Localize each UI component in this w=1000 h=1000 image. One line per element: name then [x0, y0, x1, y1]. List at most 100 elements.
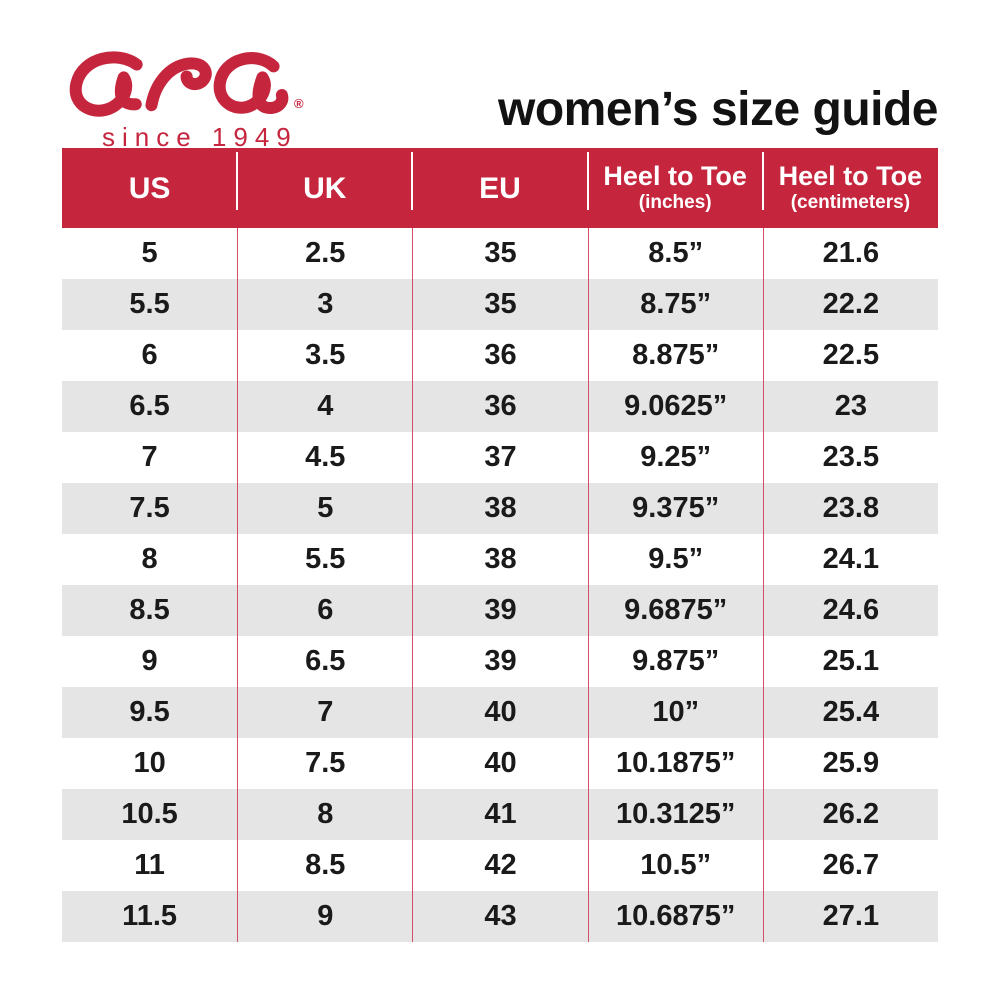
table-cell: 3.5	[237, 330, 412, 381]
column-label: Heel to Toe	[778, 160, 923, 191]
table-cell: 42	[412, 840, 587, 891]
table-cell: 7	[237, 687, 412, 738]
table-cell: 11	[134, 849, 165, 881]
table-cell: 10.3125”	[587, 789, 763, 840]
table-row: 6.5 4 36 9.0625” 23	[62, 381, 938, 432]
column-divider	[586, 152, 589, 210]
table-cell: 25.1	[762, 636, 938, 687]
table-cell: 8.5”	[587, 228, 763, 279]
table-cell: 6.5	[237, 636, 412, 687]
table-cell: 9.875”	[587, 636, 763, 687]
page-title: women’s size guide	[498, 83, 939, 136]
table-cell: 3	[237, 279, 412, 330]
table-cell: 11.5	[122, 900, 178, 932]
table-row: 10 7.5 40 10.1875” 25.9	[62, 738, 938, 789]
ara-script-logo-icon	[69, 51, 289, 117]
table-cell: 23.8	[762, 483, 938, 534]
table-cell: 41	[412, 789, 587, 840]
size-guide-table: US UK EU Heel to Toe (inches) Heel to Toe (cen…	[62, 148, 938, 942]
table-cell: 43	[412, 891, 587, 942]
table-cell: 6	[141, 339, 158, 371]
table-cell: 10.1875”	[587, 738, 763, 789]
table-cell: 9.5	[129, 696, 170, 728]
table-cell: 23.5	[762, 432, 938, 483]
table-cell: 10.6875”	[587, 891, 763, 942]
table-cell: 7.5	[129, 492, 170, 524]
table-cell: 9	[237, 891, 412, 942]
table-cell: 7.5	[237, 738, 412, 789]
table-cell: 10.5”	[587, 840, 763, 891]
table-cell: 36	[412, 381, 587, 432]
table-cell: 38	[412, 483, 587, 534]
table-cell: 10.5	[121, 798, 178, 830]
table-cell: 8.75”	[587, 279, 763, 330]
table-cell: 5.5	[129, 288, 170, 320]
table-cell: 39	[412, 636, 587, 687]
column-sublabel: (centimeters)	[790, 192, 911, 214]
table-row: 9 6.5 39 9.875” 25.1	[62, 636, 938, 687]
table-cell: 22.2	[762, 279, 938, 330]
table-cell: 27.1	[762, 891, 938, 942]
table-row: 5.5 3 35 8.75” 22.2	[62, 279, 938, 330]
table-cell: 5	[237, 483, 412, 534]
table-header-row: US UK EU Heel to Toe (inches) Heel to Toe (cen…	[62, 148, 938, 228]
column-header-heel-to-toe-inches: Heel to Toe (inches)	[586, 148, 763, 228]
table-cell: 9.5”	[587, 534, 763, 585]
column-divider	[236, 152, 239, 210]
table-row: 10.5 8 41 10.3125” 26.2	[62, 789, 938, 840]
column-header-eu: EU	[411, 148, 587, 228]
table-cell: 23	[762, 381, 938, 432]
table-cell: 22.5	[762, 330, 938, 381]
table-row: 9.5 7 40 10” 25.4	[62, 687, 938, 738]
table-row: 8 5.5 38 9.5” 24.1	[62, 534, 938, 585]
registered-trademark: ®	[294, 96, 304, 111]
table-cell: 10”	[587, 687, 763, 738]
table-row: 5 2.5 35 8.5” 21.6	[62, 228, 938, 279]
table-cell: 37	[412, 432, 587, 483]
table-cell: 26.7	[762, 840, 938, 891]
table-cell: 40	[412, 738, 587, 789]
table-cell: 40	[412, 687, 587, 738]
table-cell: 10	[133, 747, 166, 779]
table-row: 7.5 5 38 9.375” 23.8	[62, 483, 938, 534]
column-label: Heel to Toe	[603, 160, 747, 191]
table-row: 11.5 9 43 10.6875” 27.1	[62, 891, 938, 942]
table-cell: 21.6	[762, 228, 938, 279]
table-cell: 35	[412, 228, 587, 279]
table-cell: 5	[141, 237, 158, 269]
brand-logo: ® since 1949	[58, 46, 308, 153]
table-row: 8.5 6 39 9.6875” 24.6	[62, 585, 938, 636]
column-header-us: US	[62, 148, 237, 228]
column-label: EU	[479, 171, 521, 205]
table-cell: 4.5	[237, 432, 412, 483]
table-cell: 24.1	[762, 534, 938, 585]
table-cell: 8	[141, 543, 158, 575]
table-cell: 8	[237, 789, 412, 840]
table-cell: 8.5	[237, 840, 412, 891]
table-cell: 8.5	[129, 594, 170, 626]
table-cell: 7	[141, 441, 158, 473]
table-cell: 26.2	[762, 789, 938, 840]
table-cell: 25.4	[762, 687, 938, 738]
column-label: US	[128, 171, 171, 205]
table-cell: 9.0625”	[587, 381, 763, 432]
table-cell: 9.6875”	[587, 585, 763, 636]
brand-tagline: since 1949	[102, 122, 298, 152]
table-cell: 6.5	[129, 390, 170, 422]
table-row: 6 3.5 36 8.875” 22.5	[62, 330, 938, 381]
column-header-heel-to-toe-centimeters: Heel to Toe (centimeters)	[761, 148, 938, 228]
table-cell: 9	[141, 645, 158, 677]
table-body: 5 2.5 35 8.5” 21.6 5.5 3 35 8.75” 22.2 6 3.5 36 8.875…	[62, 228, 938, 942]
table-cell: 5.5	[237, 534, 412, 585]
table-cell: 25.9	[762, 738, 938, 789]
table-cell: 8.875”	[587, 330, 763, 381]
table-cell: 4	[237, 381, 412, 432]
table-cell: 2.5	[237, 228, 412, 279]
column-header-uk: UK	[236, 148, 412, 228]
table-cell: 39	[412, 585, 587, 636]
table-cell: 38	[412, 534, 587, 585]
table-row: 11 8.5 42 10.5” 26.7	[62, 840, 938, 891]
column-label: UK	[303, 171, 347, 205]
column-divider	[411, 152, 414, 210]
